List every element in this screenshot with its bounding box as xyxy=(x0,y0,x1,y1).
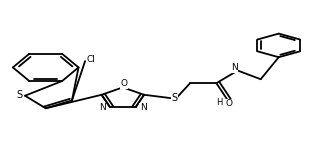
Text: H: H xyxy=(216,98,223,107)
Text: S: S xyxy=(16,90,22,100)
Text: O: O xyxy=(120,79,127,88)
Text: O: O xyxy=(226,99,233,108)
Text: N: N xyxy=(99,104,106,112)
Text: N: N xyxy=(140,104,147,112)
Text: Cl: Cl xyxy=(86,55,95,64)
Text: S: S xyxy=(171,93,177,103)
Text: N: N xyxy=(231,63,238,72)
